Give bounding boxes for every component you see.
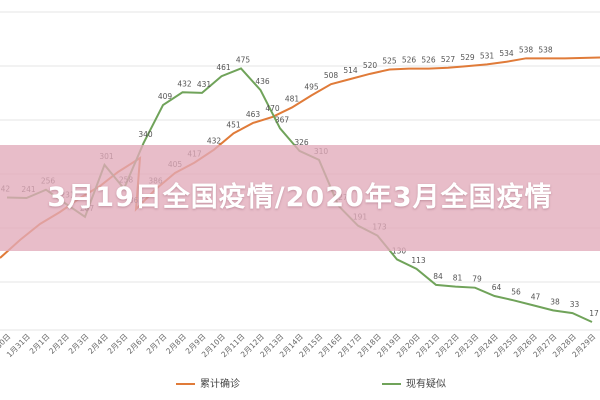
page-title: 3月19日全国疫情/2020年3月全国疫情: [47, 182, 553, 213]
data-label-confirmed: 538: [519, 45, 534, 54]
data-label-suspected: 81: [453, 274, 463, 283]
data-label-confirmed: 538: [538, 45, 553, 54]
x-tick-label: 2月8日: [164, 332, 188, 356]
x-tick-label: 2月1日: [28, 332, 52, 356]
data-label-confirmed: 495: [304, 82, 319, 91]
data-label-suspected: 461: [216, 63, 231, 72]
data-label-suspected: 409: [158, 92, 173, 101]
data-label-confirmed: 432: [207, 137, 222, 146]
data-label-confirmed: 534: [499, 49, 514, 58]
data-label-suspected: 340: [138, 130, 153, 139]
data-label-suspected: 326: [294, 138, 309, 147]
data-label-confirmed: 451: [226, 120, 241, 129]
x-tick-label: 2月7日: [145, 332, 169, 356]
data-label-suspected: 56: [511, 287, 521, 296]
data-label-suspected: 436: [255, 77, 270, 86]
x-axis-ticks: 1月30日1月31日2月1日2月2日2月3日2月4日2月5日2月6日2月7日2月…: [0, 332, 597, 359]
data-label-confirmed: 531: [480, 51, 495, 60]
data-label-suspected: 367: [275, 115, 290, 124]
x-tick-label: 2月3日: [67, 332, 91, 356]
data-label-confirmed: 527: [441, 55, 456, 64]
data-label-suspected: 38: [550, 297, 560, 306]
data-label-confirmed: 520: [363, 61, 378, 70]
data-label-confirmed: 526: [402, 56, 417, 65]
legend-label-suspected: 现有疑似: [406, 377, 446, 390]
data-label-confirmed: 529: [460, 53, 475, 62]
x-tick-label: 2月5日: [106, 332, 130, 356]
data-label-confirmed: 525: [382, 57, 397, 66]
data-label-confirmed: 470: [265, 104, 280, 113]
data-label-suspected: 17: [589, 309, 599, 318]
x-tick-label: 2月6日: [125, 332, 149, 356]
legend: 累计确诊 现有疑似: [176, 377, 446, 390]
data-label-confirmed: 508: [324, 71, 339, 80]
data-label-suspected: 475: [236, 55, 251, 64]
data-label-suspected: 47: [531, 292, 541, 301]
data-label-suspected: 432: [177, 79, 192, 88]
data-label-confirmed: 481: [285, 94, 300, 103]
x-tick-label: 2月4日: [86, 332, 110, 356]
data-label-confirmed: 463: [246, 110, 261, 119]
data-label-confirmed: 514: [343, 66, 358, 75]
data-label-suspected: 64: [492, 283, 502, 292]
data-label-suspected: 113: [411, 256, 426, 265]
legend-label-confirmed: 累计确诊: [200, 377, 240, 390]
data-label-confirmed: 526: [421, 56, 436, 65]
data-label-suspected: 33: [570, 300, 580, 309]
data-label-suspected: 79: [472, 275, 482, 284]
data-label-suspected: 84: [433, 272, 443, 281]
data-label-suspected: 431: [197, 80, 212, 89]
title-banner: 3月19日全国疫情/2020年3月全国疫情: [0, 145, 600, 251]
x-tick-label: 2月2日: [47, 332, 71, 356]
